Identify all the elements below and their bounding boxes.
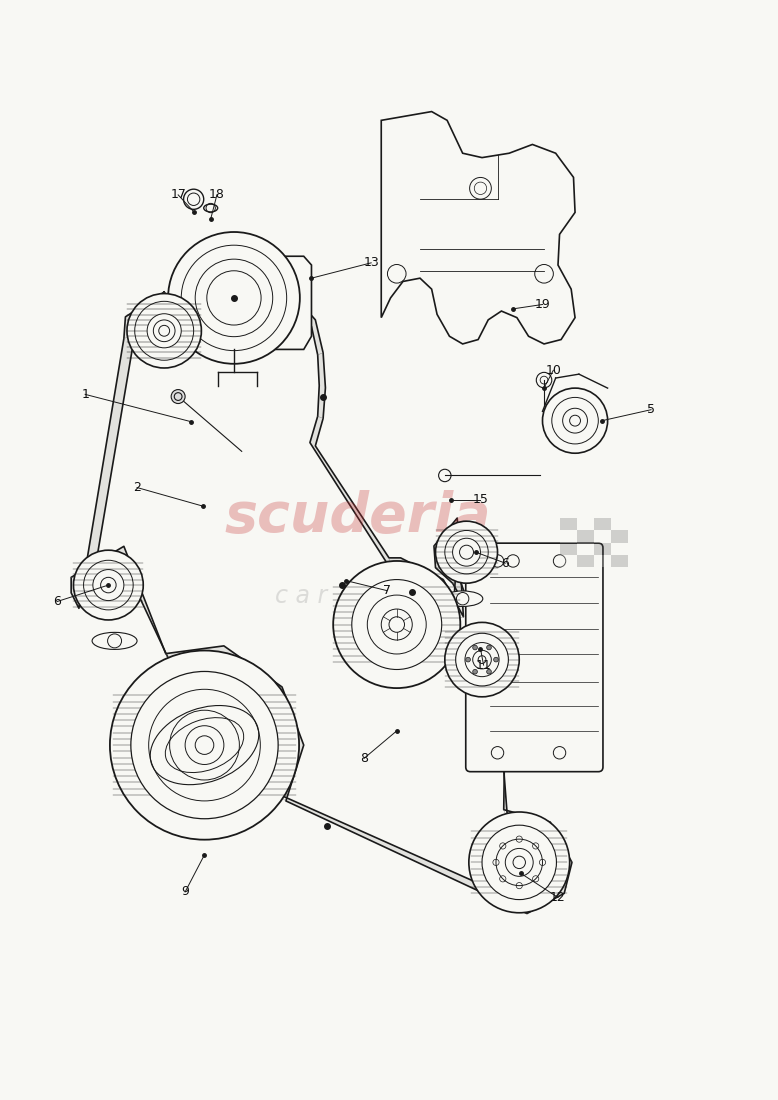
Circle shape: [127, 294, 202, 368]
Text: 1: 1: [81, 388, 89, 400]
Text: 12: 12: [550, 891, 566, 904]
Circle shape: [482, 825, 556, 900]
Bar: [576, 554, 594, 568]
Circle shape: [147, 314, 181, 348]
Bar: [559, 554, 576, 568]
Bar: [559, 530, 576, 542]
Ellipse shape: [92, 632, 137, 649]
Text: 6: 6: [53, 595, 61, 608]
Text: scuderia: scuderia: [225, 491, 491, 544]
Polygon shape: [203, 256, 311, 350]
Text: 11: 11: [475, 659, 492, 672]
Text: 9: 9: [181, 886, 189, 899]
Text: c a r   p a r t s: c a r p a r t s: [275, 584, 441, 608]
Bar: [559, 542, 576, 554]
Circle shape: [131, 671, 279, 818]
Text: 15: 15: [472, 493, 489, 506]
Circle shape: [171, 389, 185, 404]
Circle shape: [456, 634, 508, 686]
Circle shape: [73, 550, 143, 620]
Circle shape: [473, 670, 478, 674]
Polygon shape: [381, 111, 575, 344]
Bar: [594, 518, 611, 530]
Text: 19: 19: [534, 298, 550, 311]
Circle shape: [352, 580, 442, 670]
Circle shape: [494, 658, 498, 662]
Text: 13: 13: [363, 256, 379, 270]
Bar: [559, 518, 576, 530]
Bar: [576, 542, 594, 554]
Bar: [594, 554, 611, 568]
Circle shape: [469, 812, 569, 913]
Text: 10: 10: [545, 364, 561, 376]
Bar: [611, 518, 628, 530]
Bar: [576, 530, 594, 542]
Circle shape: [184, 189, 204, 209]
Ellipse shape: [204, 205, 218, 212]
Circle shape: [445, 623, 519, 696]
Circle shape: [487, 646, 492, 650]
Text: 18: 18: [209, 188, 225, 201]
Circle shape: [168, 232, 300, 364]
Text: 6: 6: [501, 557, 510, 570]
Ellipse shape: [443, 591, 483, 606]
Circle shape: [542, 388, 608, 453]
Text: 17: 17: [170, 188, 186, 201]
Circle shape: [333, 561, 461, 689]
Bar: [611, 530, 628, 542]
Circle shape: [453, 538, 481, 566]
Bar: [611, 542, 628, 554]
FancyBboxPatch shape: [466, 543, 603, 772]
Circle shape: [93, 570, 124, 601]
Circle shape: [436, 521, 498, 583]
Polygon shape: [71, 276, 572, 913]
Circle shape: [487, 670, 492, 674]
Text: 8: 8: [360, 751, 368, 764]
Circle shape: [466, 658, 471, 662]
Ellipse shape: [165, 717, 244, 772]
Bar: [576, 518, 594, 530]
Bar: [594, 530, 611, 542]
Text: 5: 5: [647, 404, 655, 416]
Text: 2: 2: [133, 481, 141, 494]
Bar: [594, 542, 611, 554]
Text: 7: 7: [383, 584, 391, 597]
Circle shape: [110, 650, 299, 839]
Circle shape: [473, 646, 478, 650]
Bar: [611, 554, 628, 568]
Circle shape: [536, 373, 552, 388]
